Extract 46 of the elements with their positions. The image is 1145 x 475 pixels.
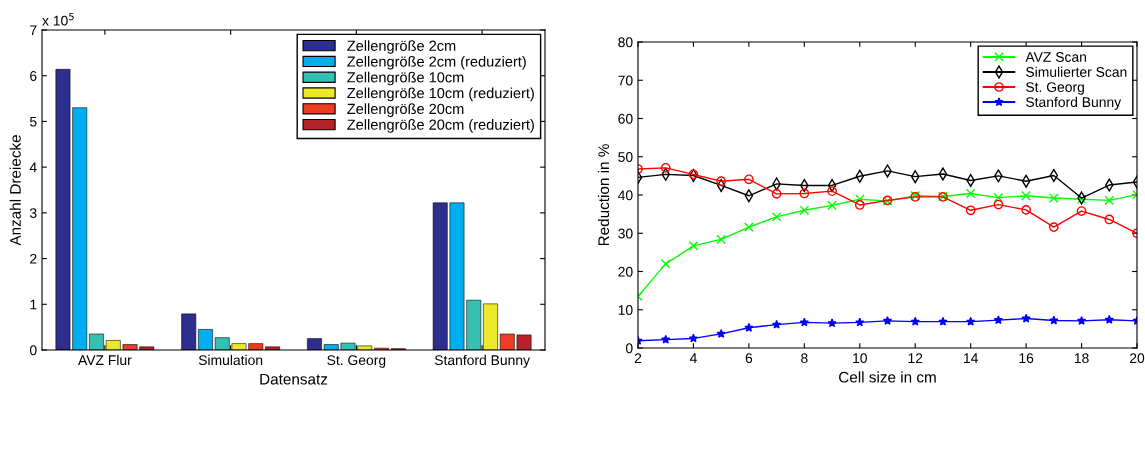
- legend-label: Zellengröße 10cm (reduziert): [347, 87, 534, 102]
- x-tick-label: Stanford Bunny: [434, 354, 530, 368]
- y-tick-label: 1: [30, 299, 37, 310]
- y-tick-label: 20: [618, 266, 633, 277]
- x-tick-label: 8: [801, 353, 808, 364]
- x-tick-label: 16: [1019, 353, 1034, 364]
- y-tick-label: 50: [618, 152, 633, 162]
- y-tick-label: 30: [618, 228, 633, 239]
- y-tick-label: 70: [618, 75, 633, 86]
- y-tick-label: 6: [30, 71, 37, 81]
- x-axis-title: Cell size in cm: [839, 371, 936, 383]
- x-tick-label: 6: [745, 353, 753, 364]
- legend-label: Zellengröße 20cm: [347, 103, 464, 117]
- x-axis-title: Datensatz: [260, 373, 328, 385]
- y-tick-label: 60: [618, 113, 633, 124]
- y-tick-label: 0: [625, 343, 633, 354]
- x-tick-label: 20: [1129, 353, 1145, 364]
- text: x 10$^{5}$: [42, 13, 74, 26]
- y-tick-label: 80: [618, 37, 633, 48]
- legend-label: St. Georg: [1026, 82, 1084, 95]
- y-tick-label: 0: [29, 345, 37, 356]
- legend-label: Simulierter Scan: [1026, 66, 1127, 77]
- legend-label: Zellengröße 2cm (reduziert): [347, 55, 526, 70]
- x-tick-label: AVZ Flur: [78, 354, 132, 366]
- x-tick-label: 18: [1074, 353, 1089, 364]
- y-tick-label: 3: [29, 208, 37, 219]
- y-tick-label: 5: [29, 116, 37, 127]
- y-tick-label: 40: [618, 190, 633, 201]
- legend-label: Zellengröße 2cm: [347, 40, 456, 54]
- legend-label: AVZ Scan: [1025, 52, 1086, 62]
- x-tick-label: Simulation: [198, 354, 263, 366]
- legend-label: Zellengröße 10cm: [347, 71, 464, 86]
- x-tick-label: 10: [853, 353, 867, 364]
- y-tick-label: 10: [618, 305, 633, 315]
- y-axis-title: Reduction in %: [597, 144, 610, 246]
- x-tick-label: 12: [908, 353, 923, 363]
- y-tick-label: 4: [29, 162, 37, 173]
- y-tick-label: 7: [30, 25, 37, 36]
- y-tick-label: 2: [30, 253, 37, 264]
- x-tick-label: 4: [689, 353, 697, 363]
- x-tick-label: 14: [964, 353, 978, 363]
- legend-label: Stanford Bunny: [1026, 96, 1122, 110]
- legend-label: Zellengröße 20cm (reduziert): [347, 119, 534, 133]
- y-axis-title: Anzahl Dreiecke: [9, 135, 21, 246]
- x-tick-label: 2: [634, 353, 642, 363]
- x-tick-label: St. Georg: [327, 355, 386, 368]
